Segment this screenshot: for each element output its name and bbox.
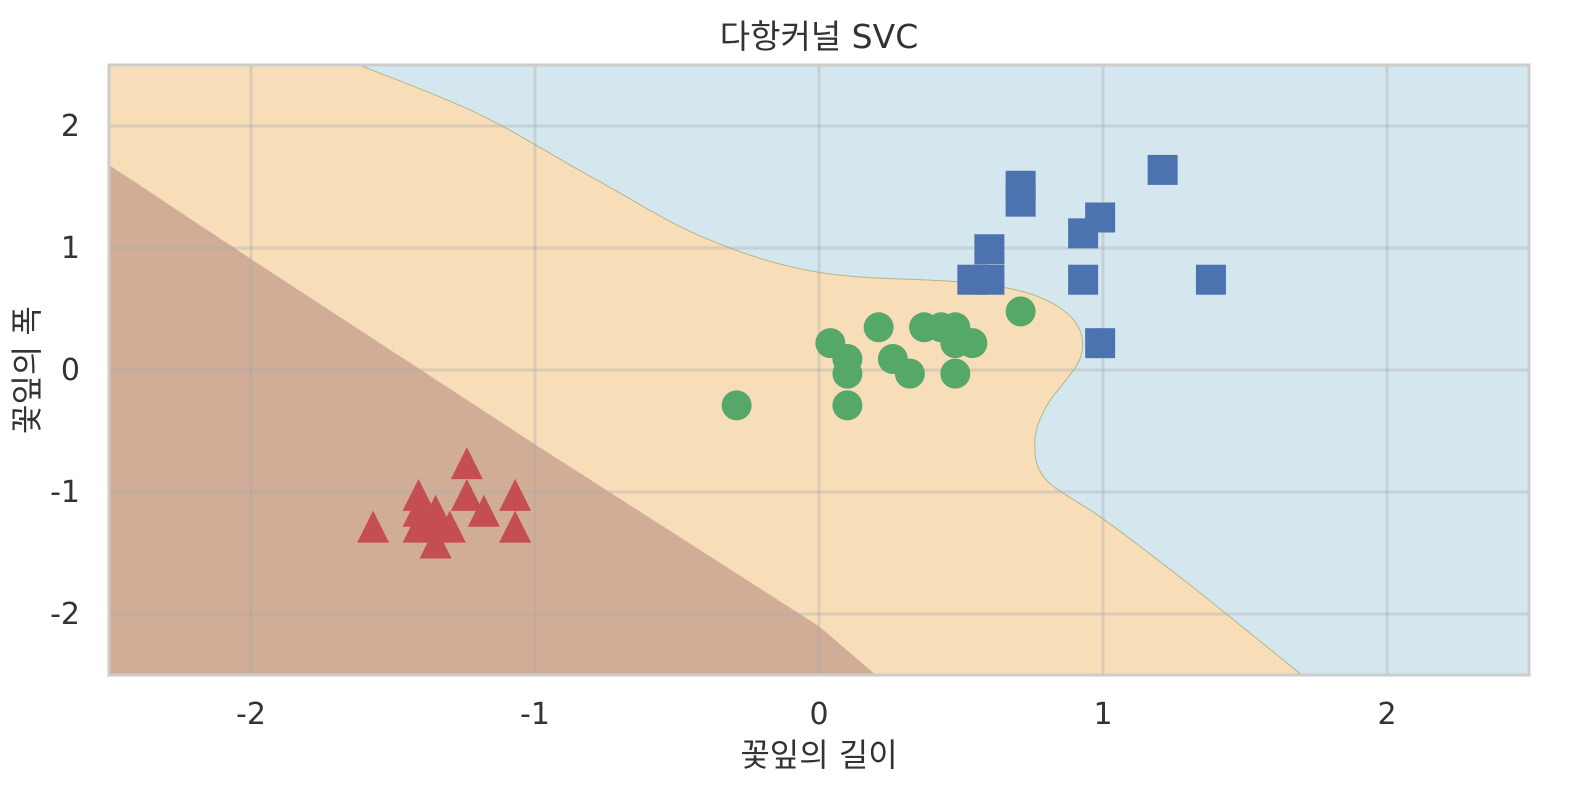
chart-title: 다항커널 SVC [720,17,919,56]
circle-point [894,358,925,389]
region-brown [109,165,876,675]
triangle-point [433,510,466,543]
grid [109,65,1529,675]
circle-point [832,390,863,421]
square-point [1005,186,1036,217]
square-point [974,234,1005,265]
square-point [1195,264,1226,295]
triangle-point [499,478,532,511]
circle-point [940,358,971,389]
x-tick-label: -1 [520,697,550,732]
y-axis-label: 꽃잎의 폭 [8,306,46,434]
circle-point [721,390,752,421]
square-point [1085,328,1116,359]
x-tick-label: -2 [236,697,266,732]
plot-frame [107,63,1531,677]
y-tick-label: 0 [61,353,80,388]
x-tick-label: 2 [1377,697,1396,732]
circle-point [832,358,863,389]
x-axis-label: 꽃잎의 길이 [740,736,897,774]
y-tick-label: -1 [50,475,80,510]
x-tick-label: 1 [1093,697,1112,732]
y-tick-label: 2 [61,109,80,144]
y-tick-label: 1 [61,231,80,266]
y-tick-label: -2 [50,597,80,632]
square-point [1068,264,1099,295]
x-tick-label: 0 [809,697,828,732]
data-points [357,154,1226,559]
triangle-point [467,494,500,527]
triangle-point [450,478,483,511]
square-point [1147,154,1178,185]
circle-point [957,328,988,359]
tick-labels: -2 -1 0 1 2 -2 -1 0 1 2 [50,109,1396,732]
circle-point [1005,296,1036,327]
square-point [974,264,1005,295]
square-point [1085,202,1116,233]
triangle-point [357,510,390,543]
circle-point [863,312,894,343]
triangle-point [450,447,483,480]
triangle-point [499,510,532,543]
